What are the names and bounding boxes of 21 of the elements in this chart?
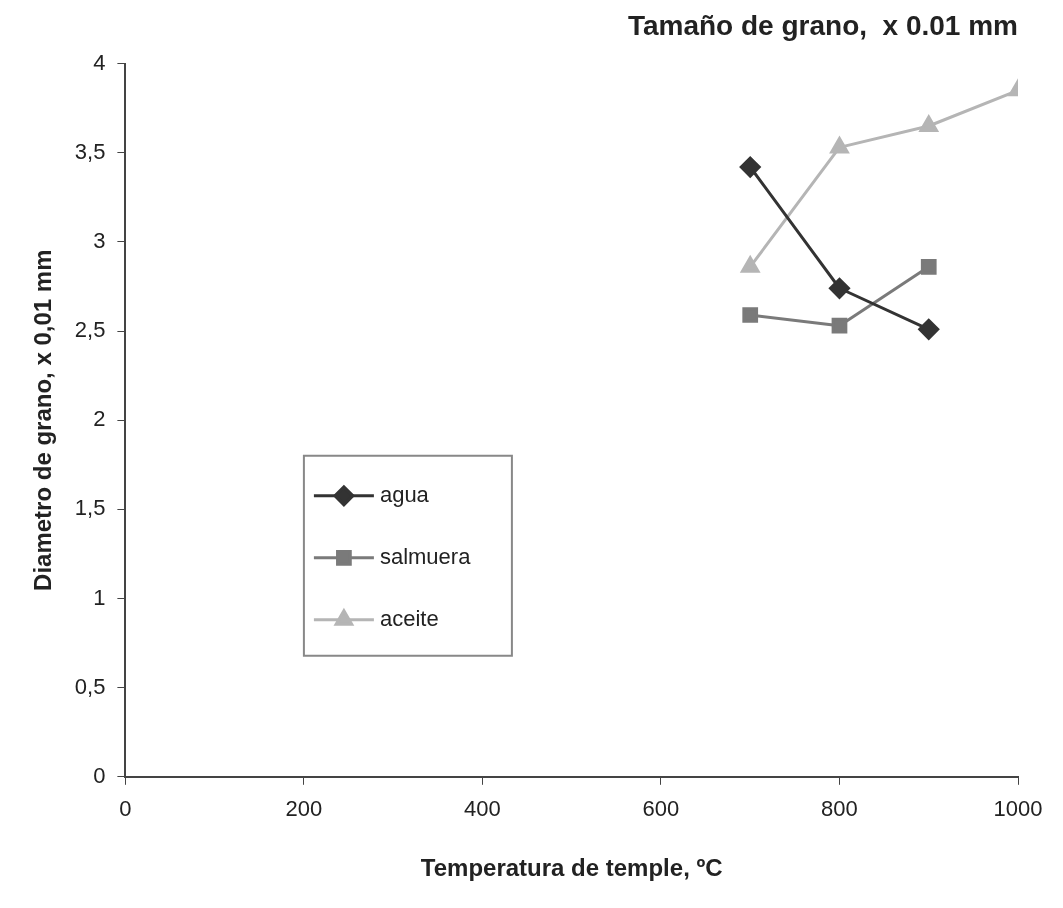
y-axis-title: Diametro de grano, x 0,01 mm [29, 249, 57, 591]
x-axis-title: Temperatura de temple, ºC [420, 854, 723, 882]
x-tick-label: 0 [119, 796, 132, 822]
y-tick-label: 1 [93, 584, 106, 610]
y-tick-label: 3,5 [74, 138, 106, 164]
y-tick-label: 4 [93, 49, 106, 75]
y-tick-label: 3 [93, 227, 106, 253]
x-tick-label: 800 [821, 796, 858, 822]
y-tick-label: 2,5 [74, 317, 106, 343]
x-tick-label: 600 [642, 796, 680, 822]
legend-label: agua [379, 481, 430, 507]
legend-label: salmuera [379, 543, 472, 569]
y-tick-label: 0,5 [74, 673, 106, 699]
y-tick-label: 2 [93, 406, 106, 432]
legend-label: aceite [379, 605, 439, 631]
x-tick-label: 1000 [993, 796, 1043, 822]
x-tick-label: 400 [464, 796, 501, 822]
y-tick-label: 0 [93, 762, 106, 788]
y-tick-label: 1,5 [74, 495, 106, 521]
x-tick-label: 200 [285, 796, 323, 822]
chart-title: Tamaño de grano, x 0.01 mm [627, 9, 1018, 41]
